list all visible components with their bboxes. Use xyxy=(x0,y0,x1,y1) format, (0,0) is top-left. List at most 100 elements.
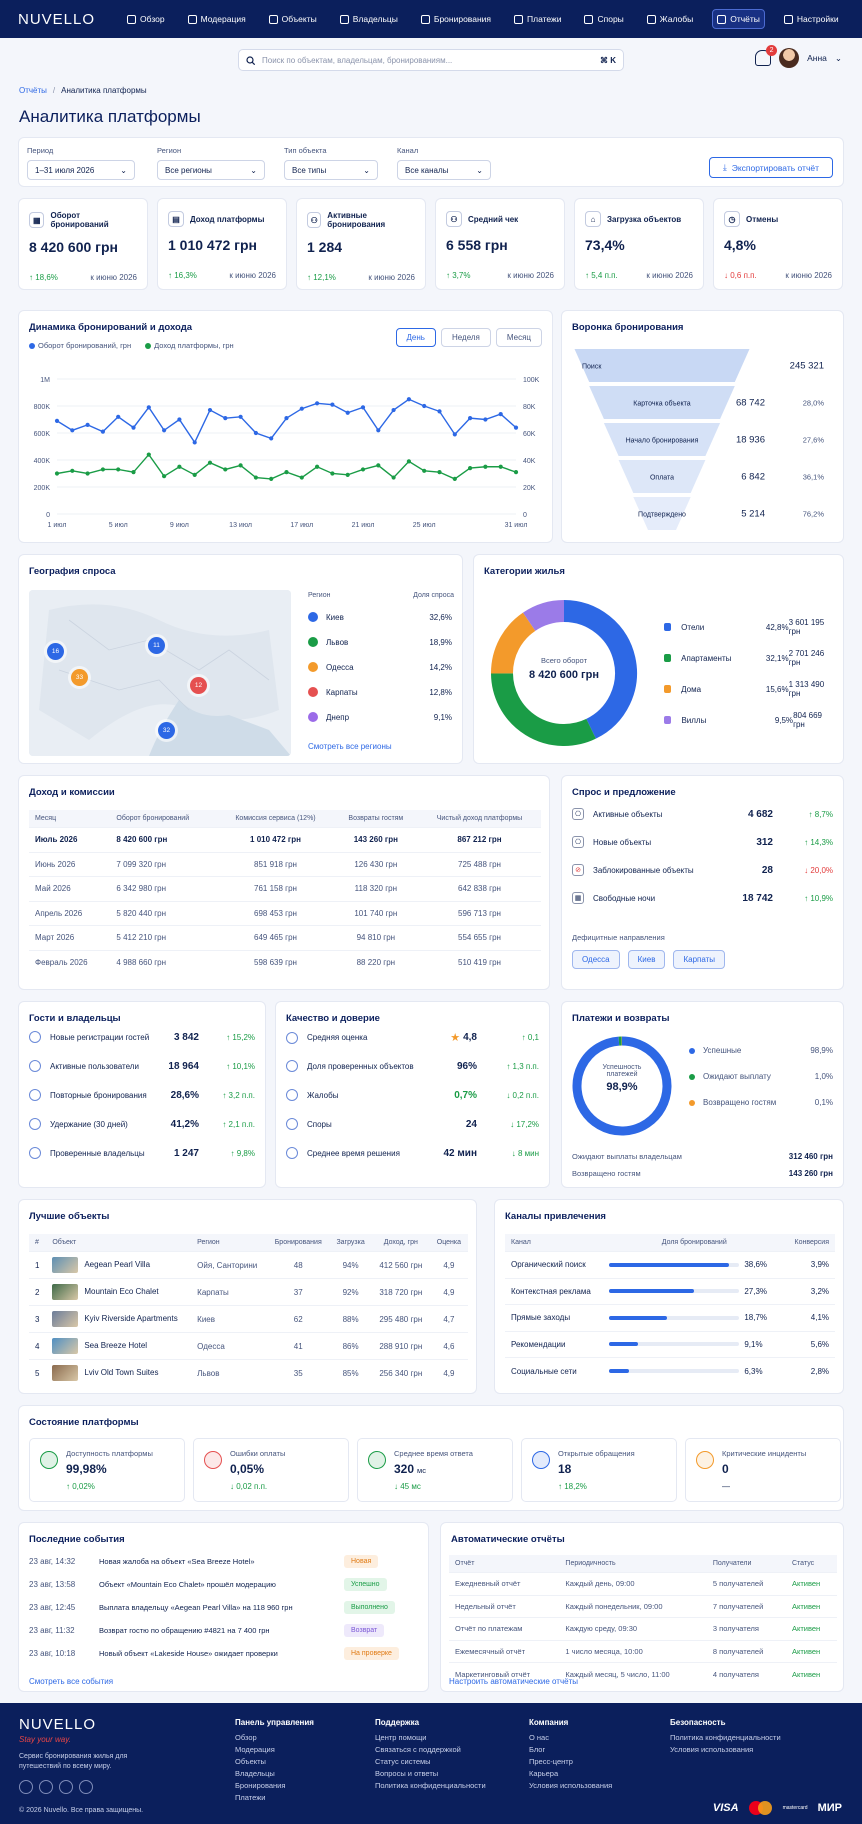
nav-item-0[interactable]: Обзор xyxy=(123,9,169,29)
geo-row[interactable]: Днепр 9,1% xyxy=(308,712,452,722)
nav-item-7[interactable]: Жалобы xyxy=(643,9,697,29)
data-point[interactable] xyxy=(177,464,182,469)
footer-link[interactable]: Политика конфиденциальности xyxy=(670,1733,781,1742)
event-row[interactable]: 23 авг, 11:32 Возврат гостю по обращению … xyxy=(29,1622,418,1639)
footer-link[interactable]: Карьера xyxy=(529,1769,559,1778)
nav-item-2[interactable]: Объекты xyxy=(265,9,321,29)
geo-row[interactable]: Киев 32,6% xyxy=(308,612,452,622)
data-point[interactable] xyxy=(269,476,274,481)
data-point[interactable] xyxy=(452,476,457,481)
filter-select[interactable]: Все типы ⌄ xyxy=(284,160,378,180)
table-row[interactable]: Ежедневный отчёт Каждый день, 09:00 5 полу… xyxy=(449,1572,837,1595)
footer-link[interactable]: О нас xyxy=(529,1733,549,1742)
status-item[interactable]: Критические инциденты 0 — xyxy=(685,1438,841,1502)
data-point[interactable] xyxy=(376,428,381,433)
data-point[interactable] xyxy=(468,466,473,471)
funnel-stage[interactable] xyxy=(618,460,706,493)
table-row[interactable]: Март 2026 5 412 210 грн 649 465 грн 94 810 … xyxy=(29,925,541,950)
data-point[interactable] xyxy=(253,430,258,436)
data-point[interactable] xyxy=(360,405,366,410)
data-point[interactable] xyxy=(116,467,121,472)
footer-link[interactable]: Центр помощи xyxy=(375,1733,427,1742)
table-row[interactable]: Апрель 2026 5 820 440 грн 698 453 грн 101 7… xyxy=(29,900,541,926)
data-point[interactable] xyxy=(131,425,136,430)
table-row[interactable]: Контекстная реклама 27,3% 3,2% xyxy=(505,1277,835,1305)
data-point[interactable] xyxy=(131,470,136,475)
footer-link[interactable]: Вопросы и ответы xyxy=(375,1769,439,1778)
configure-reports-link[interactable]: Настроить автоматические отчёты xyxy=(449,1677,578,1686)
data-point[interactable] xyxy=(345,472,350,477)
search-input[interactable]: Поиск по объектам, владельцам, бронирова… xyxy=(238,49,624,71)
footer-logo[interactable]: NUVELLO xyxy=(19,1716,97,1733)
data-point[interactable] xyxy=(437,409,442,414)
data-point[interactable] xyxy=(315,401,320,406)
data-point[interactable] xyxy=(330,402,335,407)
tab-period-2[interactable]: Месяц xyxy=(495,328,542,347)
tab-period-0[interactable]: День xyxy=(395,328,436,347)
data-point[interactable] xyxy=(177,417,182,422)
data-point[interactable] xyxy=(468,416,473,421)
funnel-stage[interactable] xyxy=(603,423,721,456)
data-point[interactable] xyxy=(100,467,105,472)
nav-item-1[interactable]: Модерация xyxy=(184,9,250,29)
user-name[interactable]: Анна xyxy=(807,53,827,63)
footer-link[interactable]: Модерация xyxy=(235,1745,275,1754)
data-point[interactable] xyxy=(360,467,366,472)
map-pin[interactable]: 12 xyxy=(190,677,207,694)
filter-select[interactable]: Все каналы ⌄ xyxy=(397,160,491,180)
nav-item-8[interactable]: Отчёты xyxy=(712,9,765,29)
data-point[interactable] xyxy=(223,467,228,472)
data-point[interactable] xyxy=(146,452,151,457)
footer-link[interactable]: Платежи xyxy=(235,1793,266,1802)
event-row[interactable]: 23 авг, 10:18 Новый объект «Lakeside Hous… xyxy=(29,1645,418,1662)
nav-item-4[interactable]: Бронирования xyxy=(417,9,495,29)
data-point[interactable] xyxy=(85,422,90,427)
data-point[interactable] xyxy=(513,425,519,430)
footer-link[interactable]: Статус системы xyxy=(375,1757,431,1766)
data-point[interactable] xyxy=(192,472,197,477)
data-point[interactable] xyxy=(452,432,457,437)
deficit-chip[interactable]: Одесса xyxy=(572,950,620,969)
data-point[interactable] xyxy=(483,417,488,422)
data-point[interactable] xyxy=(207,460,213,465)
data-point[interactable] xyxy=(207,407,213,413)
facebook-icon[interactable] xyxy=(19,1780,33,1794)
data-point[interactable] xyxy=(391,475,396,480)
table-row[interactable]: Июль 2026 8 420 600 грн 1 010 472 грн 143 2… xyxy=(29,827,541,852)
data-point[interactable] xyxy=(85,471,90,476)
table-row[interactable]: Июнь 2026 7 099 320 грн 851 918 грн 126 430… xyxy=(29,851,541,877)
table-row[interactable]: Май 2026 6 342 980 грн 761 158 грн 118 320 … xyxy=(29,876,541,901)
footer-link[interactable]: Связаться с поддержкой xyxy=(375,1745,461,1754)
donut-slice[interactable] xyxy=(572,1036,672,1136)
status-item[interactable]: Среднее время ответа 320 мс ↓ 45 мс xyxy=(357,1438,513,1502)
data-point[interactable] xyxy=(238,463,243,468)
geo-row[interactable]: Карпаты 12,8% xyxy=(308,687,452,697)
table-row[interactable]: Рекомендации 9,1% 5,6% xyxy=(505,1330,835,1358)
data-point[interactable] xyxy=(330,471,335,476)
map-pin[interactable]: 16 xyxy=(47,643,64,660)
table-row[interactable]: 4 Sea Breeze Hotel Одесса 41 86% 288 910 грн 4… xyxy=(29,1332,468,1360)
twitter-icon[interactable] xyxy=(59,1780,73,1794)
deficit-chip[interactable]: Карпаты xyxy=(673,950,726,969)
data-point[interactable] xyxy=(498,412,503,417)
data-point[interactable] xyxy=(238,414,243,419)
export-button[interactable]: ⤓ Экспортировать отчёт xyxy=(709,157,833,178)
map-pin[interactable]: 33 xyxy=(71,669,88,686)
data-point[interactable] xyxy=(483,464,488,469)
data-point[interactable] xyxy=(299,475,304,480)
data-point[interactable] xyxy=(406,397,411,402)
data-point[interactable] xyxy=(345,410,350,415)
footer-link[interactable]: Владельцы xyxy=(235,1769,275,1778)
funnel-stage[interactable] xyxy=(589,386,735,419)
data-point[interactable] xyxy=(100,429,105,434)
telegram-icon[interactable] xyxy=(79,1780,93,1794)
nav-item-3[interactable]: Владельцы xyxy=(336,9,402,29)
data-point[interactable] xyxy=(376,463,381,468)
category-row[interactable]: Апартаменты 32,1% 2 701 246 грн xyxy=(664,649,833,667)
funnel-stage[interactable] xyxy=(574,349,750,382)
data-point[interactable] xyxy=(406,459,411,464)
data-point[interactable] xyxy=(391,407,396,413)
all-events-link[interactable]: Смотреть все события xyxy=(29,1677,114,1686)
table-row[interactable]: 1 Aegean Pearl Villa Ойя, Санторини 48 94% 41… xyxy=(29,1251,468,1279)
table-row[interactable]: 3 Kyiv Riverside Apartments Киев 62 88% 295 4… xyxy=(29,1305,468,1333)
